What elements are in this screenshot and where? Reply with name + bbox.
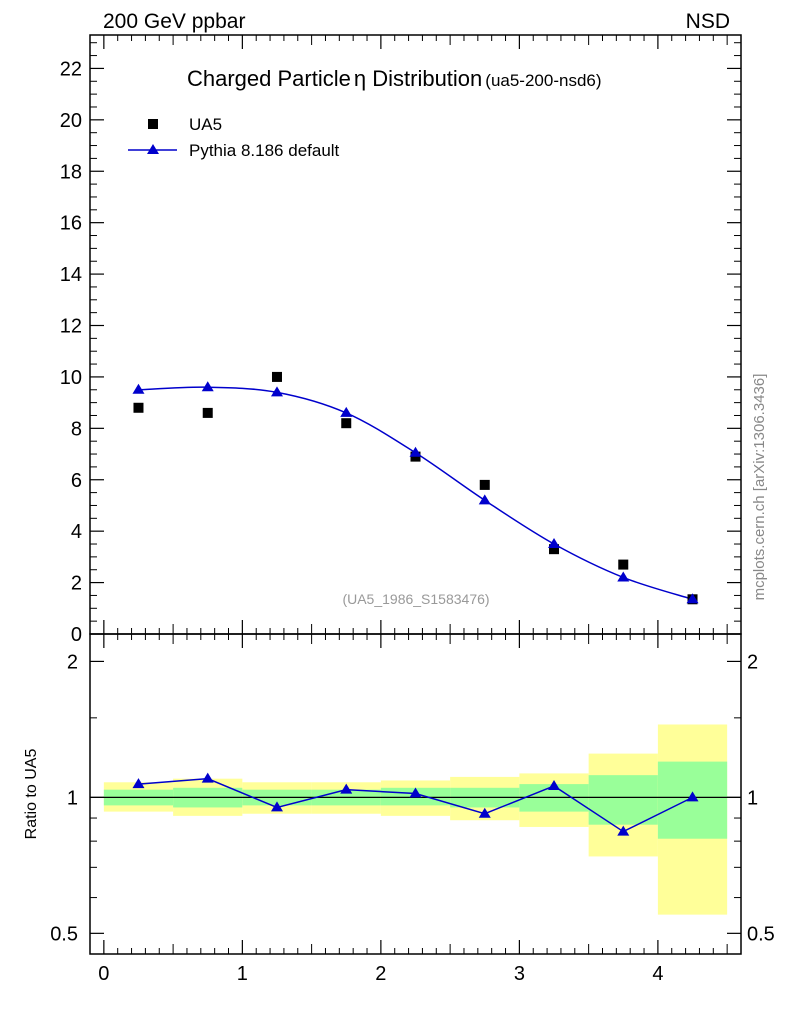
analysis-watermark: (UA5_1986_S1583476) [342, 591, 489, 607]
ratio-ytick-label-left: 2 [67, 651, 78, 673]
main-title: Charged Particle η Distribution (ua5-200-n… [187, 66, 602, 91]
main-ytick-label: 22 [60, 58, 82, 80]
main-ytick-label: 18 [60, 161, 82, 183]
ua5-point [618, 559, 629, 570]
ratio-pythia-point [478, 807, 491, 818]
ua5-point [341, 418, 352, 429]
ua5-point [133, 402, 144, 413]
ratio-panel: 0.5 0.5 1 1 2 2 0 1 2 3 4 Ratio to UA5 [23, 633, 775, 985]
ratio-band-inner [588, 775, 658, 825]
side-credit: mcplots.cern.ch [arXiv:1306.3436] [751, 374, 768, 601]
pythia-point [201, 381, 214, 392]
pythia-point [548, 538, 561, 549]
ratio-ytick-label-right: 0.5 [747, 923, 775, 945]
title-text-rest: Distribution [366, 66, 482, 91]
pythia-point [478, 494, 491, 505]
pythia-point [686, 593, 699, 604]
ratio-ylabel: Ratio to UA5 [23, 749, 40, 840]
legend-marker-pythia [147, 144, 159, 154]
ratio-pythia-point [548, 779, 561, 790]
legend-marker-ua5 [148, 119, 158, 129]
ratio-xtick-label: 1 [237, 963, 248, 985]
ratio-xtick-label: 4 [652, 963, 663, 985]
ratio-pythia-point [617, 825, 630, 836]
ratio-ytick-label-right: 2 [747, 651, 758, 673]
main-ytick-label: 6 [71, 470, 82, 492]
ratio-pythia-point [340, 783, 353, 794]
main-ytick-label: 10 [60, 367, 82, 389]
legend-label-ua5: UA5 [189, 115, 222, 134]
ratio-xtick-label: 0 [98, 963, 109, 985]
ua5-point [549, 544, 560, 555]
ua5-point [202, 407, 213, 418]
main-frame [89, 34, 742, 635]
main-ytick-label: 16 [60, 213, 82, 235]
main-ytick-label: 12 [60, 316, 82, 338]
main-ytick-label: 0 [71, 624, 82, 646]
ratio-ytick-label-right: 1 [747, 787, 758, 809]
main-ytick-label: 4 [71, 521, 82, 543]
main-ytick-label: 14 [60, 264, 82, 286]
ratio-xtick-label: 2 [375, 963, 386, 985]
ratio-ytick-label-left: 1 [67, 787, 78, 809]
ratio-pythia-point [409, 787, 422, 798]
main-ytick-label: 2 [71, 573, 82, 595]
header-right: NSD [686, 10, 730, 33]
ratio-frame [89, 633, 742, 955]
pythia-point [617, 571, 630, 582]
title-text: Charged Particle [187, 66, 351, 91]
main-ytick-label: 8 [71, 418, 82, 440]
title-id: (ua5-200-nsd6) [485, 71, 601, 90]
ua5-point [271, 371, 282, 382]
pythia-point [409, 446, 422, 457]
ratio-pythia-point [132, 778, 145, 789]
pythia-point [132, 383, 145, 394]
ua5-point [479, 479, 490, 490]
ratio-pythia-point [270, 801, 283, 812]
ratio-pythia-point [201, 772, 214, 783]
ratio-pythia-point [686, 791, 699, 802]
ratio-ytick-label-left: 0.5 [50, 923, 78, 945]
title-eta-symbol: η [354, 66, 366, 91]
pythia-curve [138, 386, 693, 601]
ratio-xtick-label: 3 [514, 963, 525, 985]
main-panel: 0 2 4 6 8 10 12 14 16 18 20 22 Charged Particle η Di… [60, 34, 742, 646]
main-ytick-label: 20 [60, 110, 82, 132]
legend: UA5 Pythia 8.186 default [128, 115, 340, 160]
legend-label-pythia: Pythia 8.186 default [189, 141, 340, 160]
pythia-point [340, 406, 353, 417]
header-left: 200 GeV ppbar [103, 10, 245, 33]
pythia-point [270, 386, 283, 397]
